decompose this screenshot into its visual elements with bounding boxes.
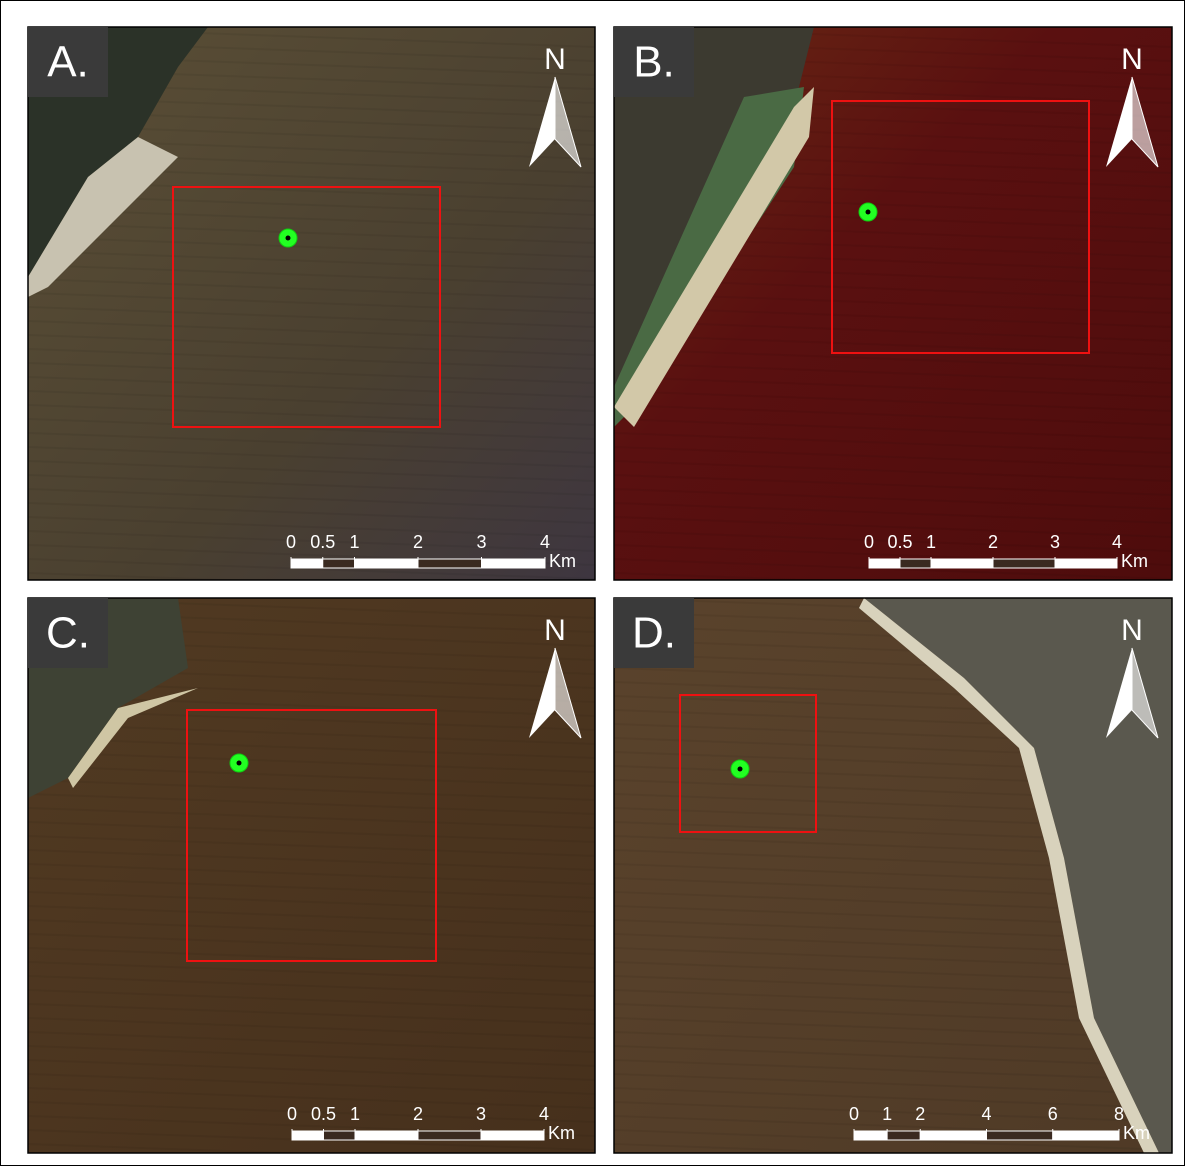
scale-label: 0	[287, 1104, 297, 1124]
north-label: N	[544, 43, 566, 76]
scale-label: 4	[540, 532, 550, 552]
panel-label: D.	[632, 609, 676, 658]
scale-label: 4	[1112, 532, 1122, 552]
scale-label: 4	[981, 1104, 991, 1124]
panel-label: A.	[47, 38, 89, 87]
scale-label: 3	[476, 532, 486, 552]
scale-label: 2	[915, 1104, 925, 1124]
scale-label: 0.5	[887, 532, 912, 552]
scale-segment	[920, 1131, 986, 1140]
scale-segment	[1053, 1131, 1119, 1140]
scale-label: 0.5	[310, 532, 335, 552]
scale-label: 1	[350, 1104, 360, 1124]
scale-label: 0.5	[311, 1104, 336, 1124]
scale-segment	[482, 559, 546, 568]
scale-label: 8	[1114, 1104, 1124, 1124]
scale-label: 1	[349, 532, 359, 552]
scale-label: 3	[476, 1104, 486, 1124]
image	[28, 598, 595, 1164]
site-center	[738, 767, 743, 772]
scale-segment	[291, 559, 323, 568]
scale-label: 1	[882, 1104, 892, 1124]
panel: A. N 0 0.5 1 2 3 4Km	[28, 27, 595, 593]
scale-segment	[418, 1131, 481, 1140]
scale-segment	[854, 1131, 887, 1140]
scale-segment	[987, 1131, 1053, 1140]
panel: C. N 0 0.5 1 2 3 4Km	[28, 598, 595, 1164]
scale-segment	[869, 559, 900, 568]
panel: D. N 0 1 2 4 6 8Km	[614, 598, 1172, 1164]
site-center	[866, 210, 871, 215]
scale-label: 4	[539, 1104, 549, 1124]
image	[28, 27, 595, 593]
scale-segment	[355, 1131, 418, 1140]
scale-segment	[1055, 559, 1117, 568]
north-label: N	[544, 614, 566, 647]
scale-label: 2	[413, 1104, 423, 1124]
image	[614, 598, 1172, 1164]
panel-label: B.	[633, 38, 675, 87]
scale-unit: Km	[1121, 551, 1148, 571]
scale-unit: Km	[549, 551, 576, 571]
scale-unit: Km	[1123, 1123, 1150, 1143]
scale-segment	[993, 559, 1055, 568]
site-center	[237, 761, 242, 766]
scale-segment	[324, 1131, 356, 1140]
north-label: N	[1121, 614, 1143, 647]
scale-segment	[292, 1131, 324, 1140]
scale-label: 0	[864, 532, 874, 552]
scale-label: 3	[1050, 532, 1060, 552]
scale-segment	[900, 559, 931, 568]
north-label: N	[1121, 43, 1143, 76]
scale-label: 2	[413, 532, 423, 552]
scale-segment	[323, 559, 355, 568]
scale-label: 1	[926, 532, 936, 552]
figure: A.N00.51234KmB.N00.51234KmC.N00.51234KmD…	[0, 0, 1185, 1166]
scale-segment	[887, 1131, 920, 1140]
scale-label: 0	[849, 1104, 859, 1124]
site-center	[286, 236, 291, 241]
scale-segment	[355, 559, 419, 568]
scale-label: 6	[1048, 1104, 1058, 1124]
panel: B. N 0 0.5 1 2 3 4Km	[614, 27, 1172, 593]
scale-segment	[931, 559, 993, 568]
scale-label: 2	[988, 532, 998, 552]
scale-segment	[481, 1131, 544, 1140]
scale-label: 0	[286, 532, 296, 552]
panel-label: C.	[46, 609, 90, 658]
scale-segment	[418, 559, 482, 568]
scale-unit: Km	[548, 1123, 575, 1143]
